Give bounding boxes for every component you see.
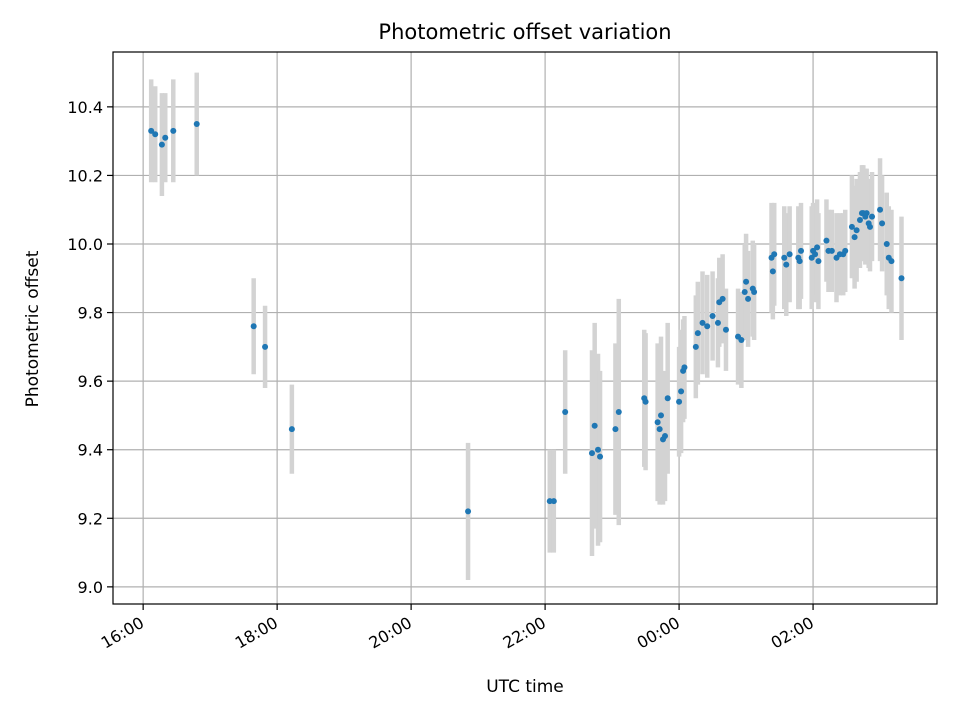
data-point xyxy=(883,241,890,247)
data-point xyxy=(162,134,169,141)
data-point xyxy=(741,289,748,295)
y-tick-label: 9.8 xyxy=(78,304,103,323)
data-point xyxy=(848,223,855,230)
data-point xyxy=(743,278,750,285)
data-point xyxy=(678,388,685,395)
data-point xyxy=(465,508,472,515)
data-point xyxy=(853,227,860,234)
data-point xyxy=(877,206,884,213)
data-point xyxy=(158,141,165,148)
x-tick-label: 18:00 xyxy=(232,613,281,653)
y-axis-label: Photometric offset xyxy=(23,250,43,407)
data-point xyxy=(704,323,711,330)
data-point xyxy=(751,289,758,295)
data-point xyxy=(796,258,803,265)
data-point xyxy=(851,234,858,241)
data-point xyxy=(709,313,716,319)
data-point xyxy=(591,422,598,429)
data-point xyxy=(152,131,159,138)
data-point xyxy=(856,217,863,223)
data-point xyxy=(863,210,870,217)
error-bars xyxy=(148,72,904,580)
x-axis-label: UTC time xyxy=(486,677,564,697)
data-point xyxy=(714,319,721,326)
y-tick-label: 10.2 xyxy=(67,166,103,185)
data-point xyxy=(612,426,619,433)
data-point xyxy=(722,326,729,333)
y-tick-label: 9.0 xyxy=(78,578,103,597)
data-point xyxy=(745,295,752,302)
data-point xyxy=(867,223,874,230)
data-point xyxy=(842,247,849,254)
data-point xyxy=(888,258,895,265)
data-point xyxy=(681,364,688,371)
gridlines xyxy=(113,52,937,604)
data-point xyxy=(654,419,661,426)
data-point xyxy=(170,127,177,134)
data-point xyxy=(562,409,569,415)
data-point xyxy=(771,251,778,258)
data-point xyxy=(595,446,602,453)
data-point xyxy=(615,409,622,415)
y-tick-label: 9.6 xyxy=(78,372,103,391)
data-point xyxy=(662,433,669,439)
data-point xyxy=(588,450,595,457)
data-point xyxy=(869,213,876,220)
data-point xyxy=(657,412,664,419)
data-point xyxy=(738,337,745,343)
data-point xyxy=(656,426,663,433)
data-point xyxy=(786,251,793,258)
data-point xyxy=(642,398,649,405)
data-point xyxy=(898,275,905,282)
data-point xyxy=(812,251,819,258)
x-tick-label: 00:00 xyxy=(634,613,683,653)
data-point xyxy=(815,258,822,265)
y-tick-label: 9.4 xyxy=(78,441,103,460)
data-point xyxy=(783,261,790,268)
data-point xyxy=(692,343,699,350)
chart-title: Photometric offset variation xyxy=(378,20,671,44)
data-point xyxy=(664,395,671,402)
y-axis: 9.0 9.2 9.4 9.6 9.8 10.0 10.2 10.4 xyxy=(67,98,113,597)
data-points xyxy=(148,121,905,515)
data-point xyxy=(550,498,557,505)
data-point xyxy=(781,254,788,261)
y-tick-label: 9.2 xyxy=(78,509,103,528)
data-point xyxy=(597,453,604,460)
y-tick-label: 10.4 xyxy=(67,98,103,117)
data-point xyxy=(288,426,295,433)
x-axis: 16:00 18:00 20:00 22:00 00:00 02:00 xyxy=(98,604,817,653)
plot-frame xyxy=(112,51,938,605)
data-point xyxy=(250,323,257,330)
data-point xyxy=(823,237,830,244)
data-point xyxy=(798,247,805,254)
x-tick-label: 16:00 xyxy=(98,613,147,653)
data-point xyxy=(719,295,726,302)
data-point xyxy=(193,121,200,127)
data-point xyxy=(814,244,821,251)
data-point xyxy=(694,330,701,337)
data-point xyxy=(828,247,835,254)
data-point xyxy=(148,127,155,134)
data-point xyxy=(676,398,683,405)
x-tick-label: 22:00 xyxy=(500,613,549,653)
data-point xyxy=(699,319,706,326)
y-tick-label: 10.0 xyxy=(67,235,103,254)
data-point xyxy=(769,268,776,275)
data-point xyxy=(879,220,886,227)
x-tick-label: 20:00 xyxy=(366,613,415,653)
x-tick-label: 02:00 xyxy=(768,613,817,653)
data-point xyxy=(262,343,269,350)
